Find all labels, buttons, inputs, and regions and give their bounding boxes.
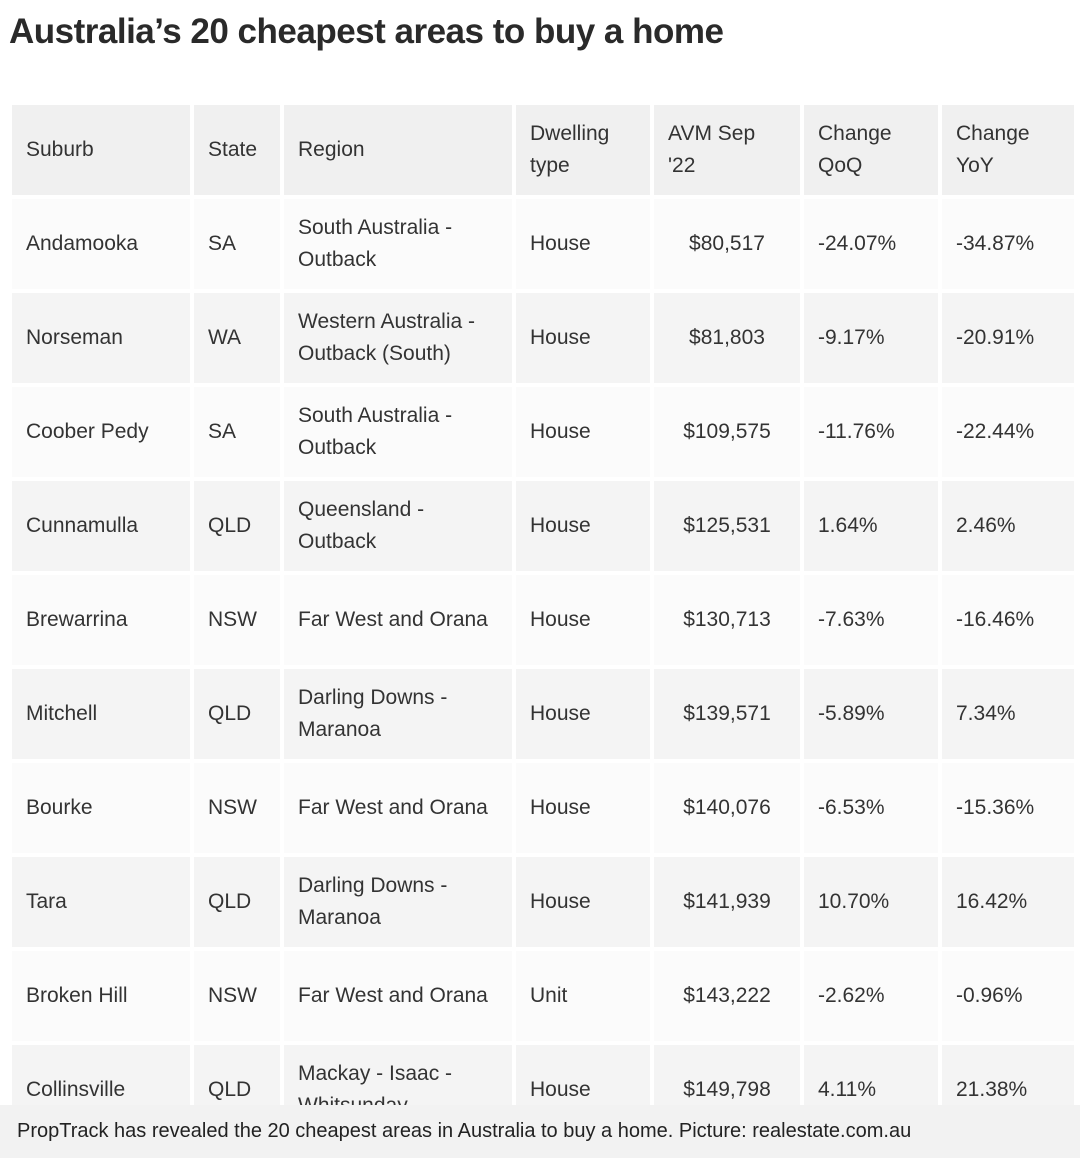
table-cell: -9.17% xyxy=(804,293,938,383)
table-cell: House xyxy=(516,857,650,947)
caption: PropTrack has revealed the 20 cheapest a… xyxy=(0,1105,1080,1158)
header-cell: Change YoY xyxy=(942,105,1074,195)
table-cell: 10.70% xyxy=(804,857,938,947)
table-cell: -7.63% xyxy=(804,575,938,665)
table-cell: Far West and Orana xyxy=(284,951,512,1041)
table-cell: 2.46% xyxy=(942,481,1074,571)
table-cell: $109,575 xyxy=(654,387,800,477)
table-cell: South Australia - Outback xyxy=(284,387,512,477)
table-cell: -16.46% xyxy=(942,575,1074,665)
table-cell: 4.11% xyxy=(804,1045,938,1105)
table-cell: SA xyxy=(194,387,280,477)
table-cell: $130,713 xyxy=(654,575,800,665)
table-cell: House xyxy=(516,1045,650,1105)
table-cell: QLD xyxy=(194,481,280,571)
table-cell: -15.36% xyxy=(942,763,1074,853)
table-cell: NSW xyxy=(194,951,280,1041)
table-cell: $143,222 xyxy=(654,951,800,1041)
table-cell: -34.87% xyxy=(942,199,1074,289)
table-cell: Mackay - Isaac - Whitsunday xyxy=(284,1045,512,1105)
table-cell: Brewarrina xyxy=(12,575,190,665)
table-cell: Western Australia - Outback (South) xyxy=(284,293,512,383)
table-cell: NSW xyxy=(194,575,280,665)
table-cell: House xyxy=(516,669,650,759)
table-cell: House xyxy=(516,293,650,383)
table-cell: 21.38% xyxy=(942,1045,1074,1105)
table-cell: Far West and Orana xyxy=(284,763,512,853)
table-row: Norseman WA Western Australia - Outback (S… xyxy=(12,293,1074,383)
table-cell: $149,798 xyxy=(654,1045,800,1105)
table-body: Andamooka SA South Australia - Outback Hous… xyxy=(12,199,1074,1105)
table-wrapper: Suburb State Region Dwelling type AVM Sep '2… xyxy=(8,101,1074,1105)
table-cell: $81,803 xyxy=(654,293,800,383)
table-cell: Tara xyxy=(12,857,190,947)
table-cell: House xyxy=(516,575,650,665)
table-cell: $141,939 xyxy=(654,857,800,947)
table-cell: House xyxy=(516,387,650,477)
table-cell: -6.53% xyxy=(804,763,938,853)
table-cell: -0.96% xyxy=(942,951,1074,1041)
table-cell: 7.34% xyxy=(942,669,1074,759)
table-cell: QLD xyxy=(194,669,280,759)
table-cell: Cunnamulla xyxy=(12,481,190,571)
table-row: Cunnamulla QLD Queensland - Outback House $1… xyxy=(12,481,1074,571)
table-row: Bourke NSW Far West and Orana House $140,076… xyxy=(12,763,1074,853)
table-cell: 16.42% xyxy=(942,857,1074,947)
table-cell: SA xyxy=(194,199,280,289)
table-cell: Collinsville xyxy=(12,1045,190,1105)
table-cell: -22.44% xyxy=(942,387,1074,477)
table-cell: Bourke xyxy=(12,763,190,853)
table-cell: Coober Pedy xyxy=(12,387,190,477)
header-cell: Change QoQ xyxy=(804,105,938,195)
header-row: Suburb State Region Dwelling type AVM Sep '2… xyxy=(12,105,1074,195)
table-cell: Far West and Orana xyxy=(284,575,512,665)
table-cell: Unit xyxy=(516,951,650,1041)
table-row: Broken Hill NSW Far West and Orana Unit $143… xyxy=(12,951,1074,1041)
header-cell: Dwelling type xyxy=(516,105,650,195)
table-cell: Andamooka xyxy=(12,199,190,289)
table-cell: QLD xyxy=(194,1045,280,1105)
table-cell: Norseman xyxy=(12,293,190,383)
header-cell: Region xyxy=(284,105,512,195)
table-row: Coober Pedy SA South Australia - Outback Ho… xyxy=(12,387,1074,477)
table-cell: -11.76% xyxy=(804,387,938,477)
table-row: Tara QLD Darling Downs - Maranoa House $141,… xyxy=(12,857,1074,947)
table-cell: 1.64% xyxy=(804,481,938,571)
table-cell: Broken Hill xyxy=(12,951,190,1041)
table-cell: -24.07% xyxy=(804,199,938,289)
table-cell: House xyxy=(516,199,650,289)
table-cell: Mitchell xyxy=(12,669,190,759)
table-cell: WA xyxy=(194,293,280,383)
header-cell: Suburb xyxy=(12,105,190,195)
table-cell: NSW xyxy=(194,763,280,853)
table-cell: $139,571 xyxy=(654,669,800,759)
table-cell: -5.89% xyxy=(804,669,938,759)
table-cell: $140,076 xyxy=(654,763,800,853)
table: Suburb State Region Dwelling type AVM Sep '2… xyxy=(8,101,1074,1105)
table-cell: Darling Downs - Maranoa xyxy=(284,669,512,759)
table-row: Mitchell QLD Darling Downs - Maranoa House $… xyxy=(12,669,1074,759)
table-cell: -2.62% xyxy=(804,951,938,1041)
table-cell: House xyxy=(516,763,650,853)
header-cell: AVM Sep '22 xyxy=(654,105,800,195)
table-cell: South Australia - Outback xyxy=(284,199,512,289)
table-row: Brewarrina NSW Far West and Orana House $130… xyxy=(12,575,1074,665)
header-cell: State xyxy=(194,105,280,195)
title: Australia’s 20 cheapest areas to buy a h… xyxy=(9,12,724,51)
table-cell: QLD xyxy=(194,857,280,947)
table-cell: -20.91% xyxy=(942,293,1074,383)
table-cell: $80,517 xyxy=(654,199,800,289)
table-cell: Darling Downs - Maranoa xyxy=(284,857,512,947)
table-cell: $125,531 xyxy=(654,481,800,571)
table-cell: House xyxy=(516,481,650,571)
table-cell: Queensland - Outback xyxy=(284,481,512,571)
table-row: Andamooka SA South Australia - Outback Hous… xyxy=(12,199,1074,289)
